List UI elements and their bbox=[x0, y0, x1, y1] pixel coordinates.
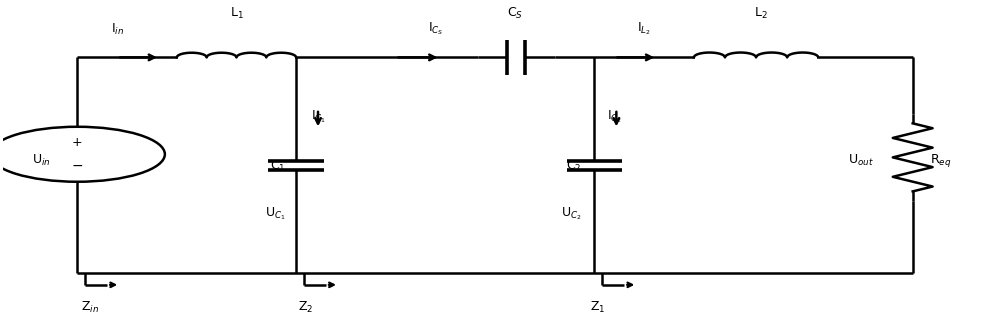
Text: L$_2$: L$_2$ bbox=[754, 6, 767, 22]
Text: I$_{C_S}$: I$_{C_S}$ bbox=[428, 21, 443, 37]
Text: U$_{C_1}$: U$_{C_1}$ bbox=[265, 205, 285, 222]
Text: Z$_{in}$: Z$_{in}$ bbox=[81, 299, 99, 315]
Text: C$_S$: C$_S$ bbox=[507, 6, 523, 22]
Text: I$_{C_1}$: I$_{C_1}$ bbox=[311, 108, 326, 125]
Text: −: − bbox=[72, 159, 83, 173]
Text: C$_2$: C$_2$ bbox=[566, 159, 582, 174]
Text: U$_{C_2}$: U$_{C_2}$ bbox=[561, 205, 582, 222]
Text: I$_{C_2}$: I$_{C_2}$ bbox=[607, 108, 623, 125]
Text: +: + bbox=[72, 136, 83, 149]
Text: Z$_2$: Z$_2$ bbox=[298, 299, 314, 315]
Text: I$_{in}$: I$_{in}$ bbox=[111, 22, 124, 37]
Text: C$_1$: C$_1$ bbox=[270, 159, 285, 174]
Text: I$_{L_2}$: I$_{L_2}$ bbox=[637, 21, 651, 37]
Text: U$_{out}$: U$_{out}$ bbox=[848, 153, 874, 168]
Text: Z$_1$: Z$_1$ bbox=[590, 299, 605, 315]
Text: U$_{in}$: U$_{in}$ bbox=[32, 153, 51, 168]
Text: L$_1$: L$_1$ bbox=[230, 6, 243, 22]
Text: R$_{eq}$: R$_{eq}$ bbox=[930, 152, 951, 169]
